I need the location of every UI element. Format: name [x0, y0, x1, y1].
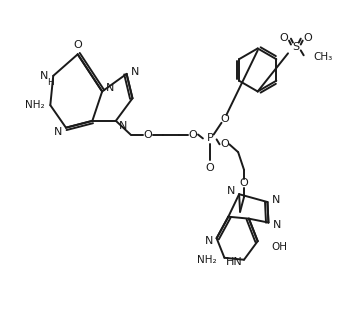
Text: N: N	[273, 220, 281, 229]
Text: O: O	[303, 33, 312, 43]
Text: O: O	[220, 114, 229, 124]
Text: O: O	[73, 40, 82, 50]
Text: N: N	[227, 186, 236, 196]
Text: S: S	[292, 42, 299, 52]
Text: O: O	[220, 139, 229, 149]
Text: N: N	[272, 195, 280, 205]
Text: N: N	[131, 67, 140, 77]
Text: N: N	[205, 236, 213, 246]
Text: N: N	[106, 82, 114, 93]
Text: N: N	[40, 71, 49, 81]
Text: OH: OH	[271, 242, 287, 252]
Text: N: N	[54, 127, 62, 137]
Text: NH₂: NH₂	[25, 100, 44, 110]
Text: N: N	[119, 121, 127, 131]
Text: P: P	[206, 133, 213, 143]
Text: O: O	[144, 130, 153, 140]
Text: HN: HN	[226, 257, 243, 267]
Text: O: O	[189, 130, 197, 140]
Text: O: O	[280, 33, 288, 43]
Text: O: O	[240, 179, 248, 188]
Text: H: H	[47, 78, 54, 87]
Text: NH₂: NH₂	[197, 255, 217, 265]
Text: O: O	[205, 163, 214, 173]
Text: CH₃: CH₃	[313, 52, 333, 62]
